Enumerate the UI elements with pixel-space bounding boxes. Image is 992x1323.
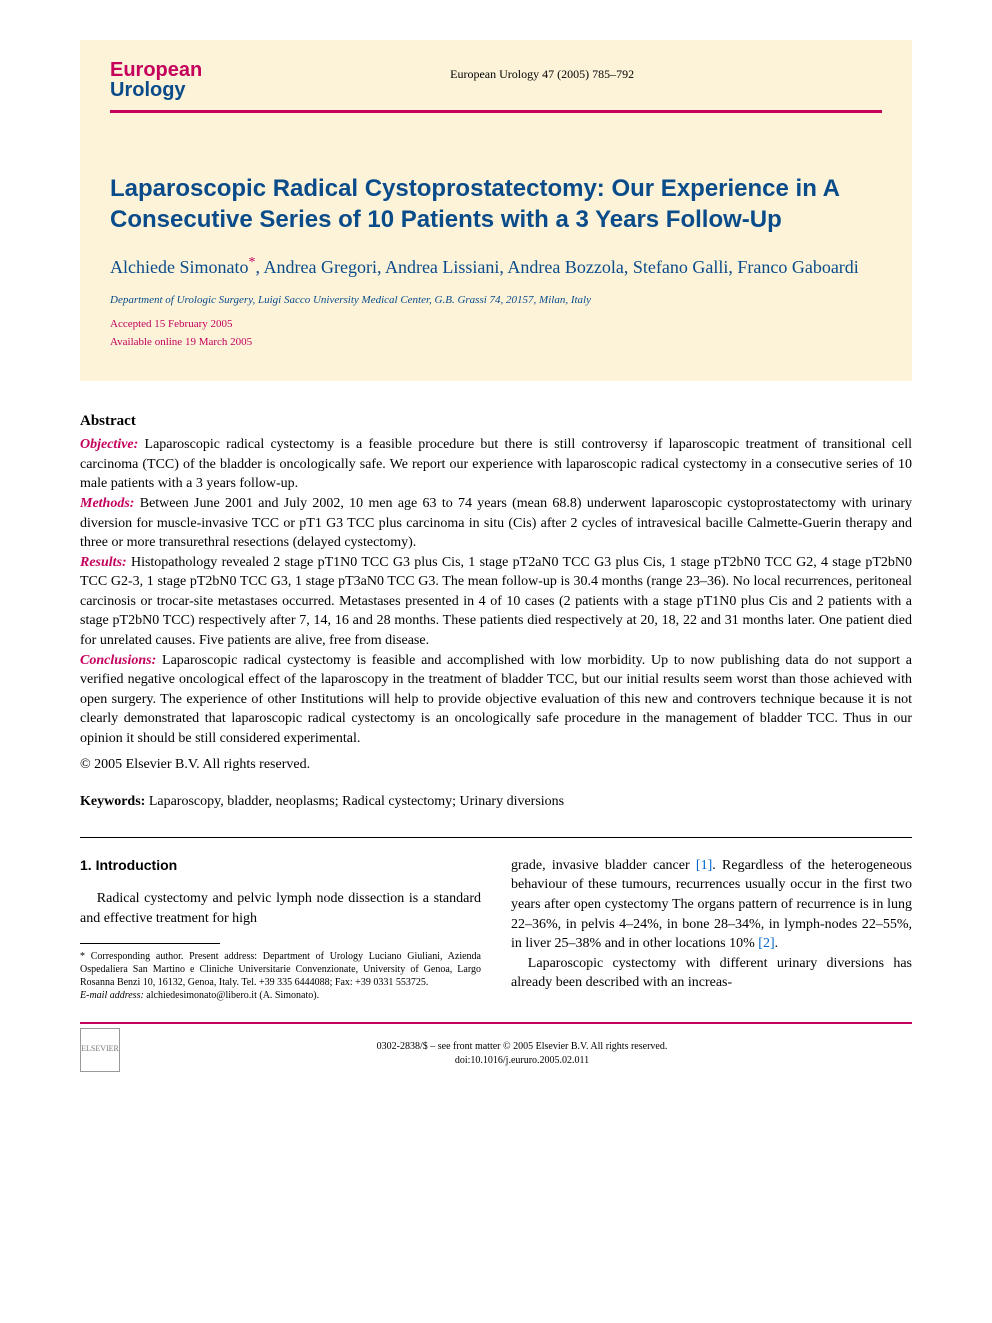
abstract-conclusions: Conclusions: Laparoscopic radical cystec… bbox=[80, 651, 912, 749]
email-footnote: E-mail address: alchiedesimonato@libero.… bbox=[80, 989, 481, 1002]
page-footer: ELSEVIER 0302-2838/$ – see front matter … bbox=[80, 1022, 912, 1072]
elsevier-label: ELSEVIER bbox=[81, 1045, 119, 1054]
results-text: Histopathology revealed 2 stage pT1N0 TC… bbox=[80, 555, 912, 648]
conclusions-text: Laparoscopic radical cystectomy is feasi… bbox=[80, 653, 912, 746]
abstract-objective: Objective: Laparoscopic radical cystecto… bbox=[80, 435, 912, 494]
keywords-line: Keywords: Laparoscopy, bladder, neoplasm… bbox=[80, 792, 912, 812]
right-column: grade, invasive bladder cancer [1]. Rega… bbox=[511, 856, 912, 1002]
keywords-text: Laparoscopy, bladder, neoplasms; Radical… bbox=[145, 794, 564, 809]
intro-paragraph-right-1: grade, invasive bladder cancer [1]. Rega… bbox=[511, 856, 912, 954]
journal-row: European Urology European Urology 47 (20… bbox=[110, 60, 882, 100]
ref-link-1[interactable]: [1] bbox=[696, 858, 712, 873]
footer-line-1: 0302-2838/$ – see front matter © 2005 El… bbox=[132, 1040, 912, 1054]
abstract-methods: Methods: Between June 2001 and July 2002… bbox=[80, 494, 912, 553]
available-date: Available online 19 March 2005 bbox=[110, 334, 882, 352]
email-value: alchiedesimonato@libero.it (A. Simonato)… bbox=[144, 990, 319, 1001]
journal-logo-bottom: Urology bbox=[110, 80, 202, 100]
section-1-heading: 1. Introduction bbox=[80, 856, 481, 876]
section-divider bbox=[80, 837, 912, 838]
footer-line-2: doi:10.1016/j.eururo.2005.02.011 bbox=[132, 1054, 912, 1068]
objective-text: Laparoscopic radical cystectomy is a fea… bbox=[80, 437, 912, 491]
conclusions-label: Conclusions: bbox=[80, 653, 156, 668]
methods-label: Methods: bbox=[80, 496, 134, 511]
journal-logo: European Urology bbox=[110, 60, 202, 100]
authors-list: Alchiede Simonato*, Andrea Gregori, Andr… bbox=[110, 253, 882, 280]
left-column: 1. Introduction Radical cystectomy and p… bbox=[80, 856, 481, 1002]
journal-citation: European Urology 47 (2005) 785–792 bbox=[202, 60, 882, 83]
journal-logo-top: European bbox=[110, 60, 202, 80]
article-title: Laparoscopic Radical Cystoprostatectomy:… bbox=[110, 173, 882, 235]
intro-r1a: grade, invasive bladder cancer bbox=[511, 858, 696, 873]
intro-paragraph-left: Radical cystectomy and pelvic lymph node… bbox=[80, 889, 481, 928]
email-label: E-mail address: bbox=[80, 990, 144, 1001]
header-box: European Urology European Urology 47 (20… bbox=[80, 40, 912, 381]
abstract-heading: Abstract bbox=[80, 411, 912, 432]
abstract-results: Results: Histopathology revealed 2 stage… bbox=[80, 553, 912, 651]
header-rule bbox=[110, 110, 882, 113]
ref-link-2[interactable]: [2] bbox=[758, 936, 774, 951]
affiliation: Department of Urologic Surgery, Luigi Sa… bbox=[110, 293, 882, 308]
elsevier-logo-icon: ELSEVIER bbox=[80, 1028, 120, 1072]
copyright: © 2005 Elsevier B.V. All rights reserved… bbox=[80, 755, 912, 775]
intro-paragraph-right-2: Laparoscopic cystectomy with different u… bbox=[511, 954, 912, 993]
corresponding-footnote: * Corresponding author. Present address:… bbox=[80, 950, 481, 989]
footnote-rule bbox=[80, 943, 220, 944]
footer-text: 0302-2838/$ – see front matter © 2005 El… bbox=[132, 1040, 912, 1072]
results-label: Results: bbox=[80, 555, 127, 570]
accepted-date: Accepted 15 February 2005 bbox=[110, 316, 882, 334]
body-columns: 1. Introduction Radical cystectomy and p… bbox=[80, 856, 912, 1002]
methods-text: Between June 2001 and July 2002, 10 men … bbox=[80, 496, 912, 550]
abstract-block: Abstract Objective: Laparoscopic radical… bbox=[80, 411, 912, 812]
article-dates: Accepted 15 February 2005 Available onli… bbox=[110, 316, 882, 351]
intro-r1c: . bbox=[775, 936, 779, 951]
objective-label: Objective: bbox=[80, 437, 138, 452]
keywords-label: Keywords: bbox=[80, 794, 145, 809]
